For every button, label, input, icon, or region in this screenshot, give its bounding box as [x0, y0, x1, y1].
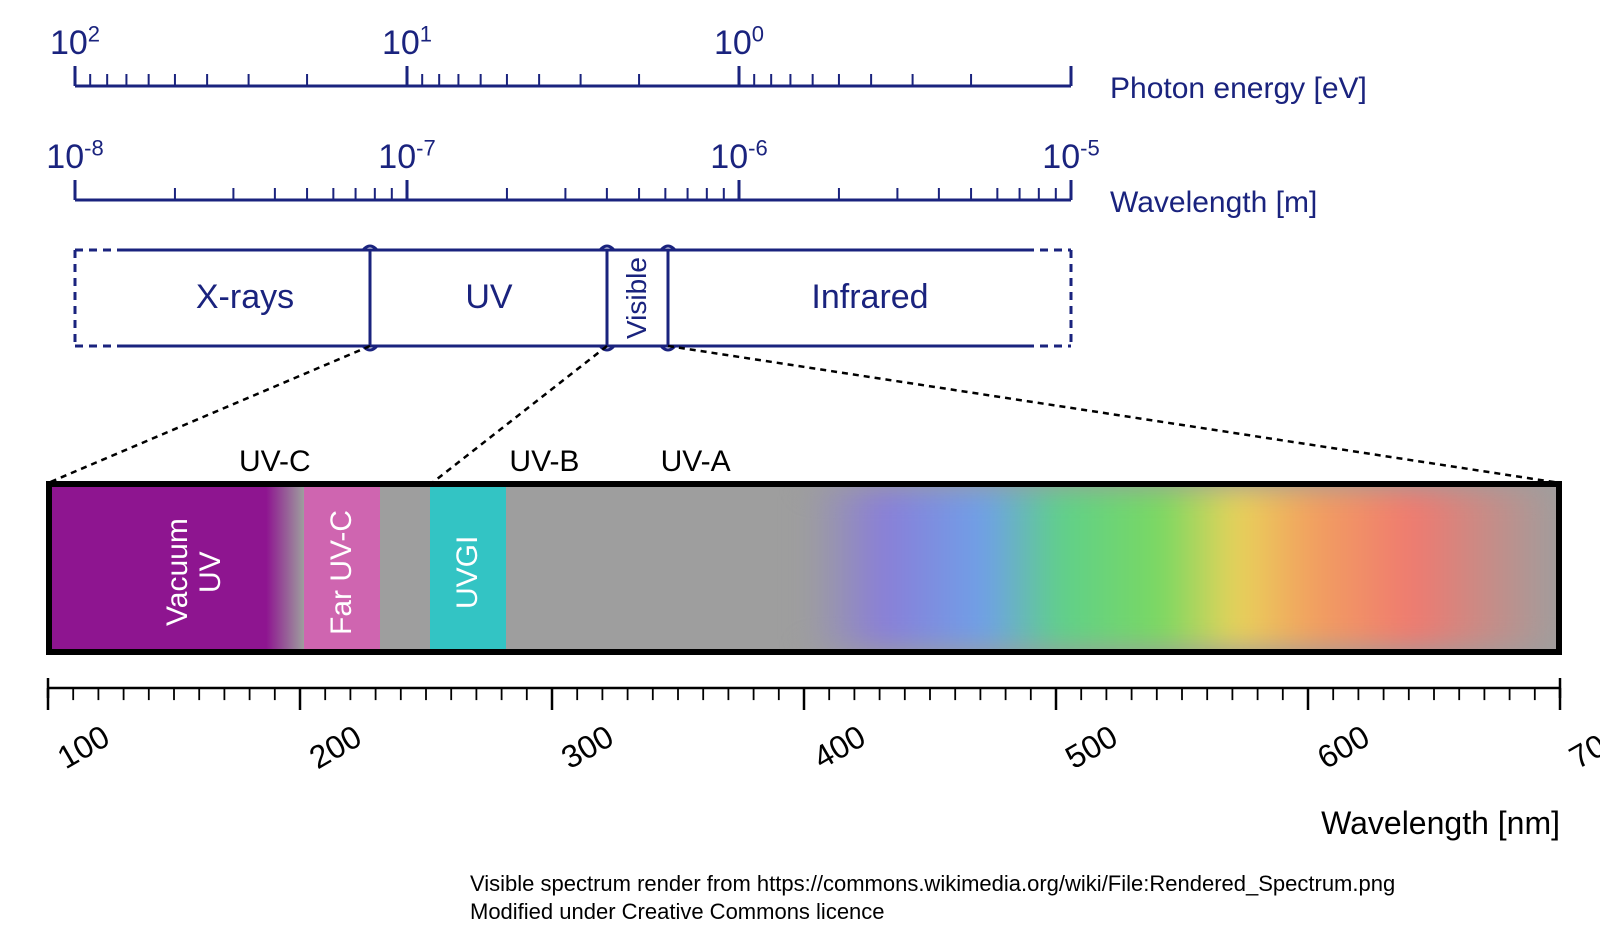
- region-label-far-uvc: Far UV-C: [325, 497, 358, 647]
- band-label-visible: Visible: [621, 256, 653, 340]
- wavelength-m-tick-label: 10-7: [378, 138, 435, 177]
- credit-line-2: Modified under Creative Commons licence: [470, 898, 885, 926]
- wavelength-nm-axis-label: Wavelength [nm]: [1321, 805, 1560, 842]
- region-label-uvgi: UVGI: [451, 497, 484, 647]
- energy-tick-label: 100: [714, 24, 764, 63]
- group-label-uva: UV-A: [661, 445, 731, 479]
- band-label-infrared: Infrared: [811, 278, 928, 317]
- wavelength-m-tick-label: 10-8: [46, 138, 103, 177]
- wavelength-m-tick-label: 10-6: [710, 138, 767, 177]
- energy-axis-label: Photon energy [eV]: [1110, 72, 1367, 106]
- band-label-uv: UV: [465, 278, 512, 317]
- energy-tick-label: 101: [382, 24, 432, 63]
- region-label-vacuum-uv: Vacuum UV: [161, 497, 227, 647]
- group-label-uvb: UV-B: [509, 445, 579, 479]
- energy-tick-label: 102: [50, 24, 100, 63]
- credit-line-1: Visible spectrum render from https://com…: [470, 870, 1395, 898]
- detail-strip: Vacuum UV Far UV-C UVGI: [48, 483, 1560, 653]
- group-label-uvc: UV-C: [239, 445, 311, 479]
- visible-spectrum-gradient: [808, 487, 1560, 649]
- band-label-xrays: X-rays: [196, 278, 294, 317]
- wavelength-m-axis-label: Wavelength [m]: [1110, 186, 1317, 220]
- wavelength-m-tick-label: 10-5: [1042, 138, 1099, 177]
